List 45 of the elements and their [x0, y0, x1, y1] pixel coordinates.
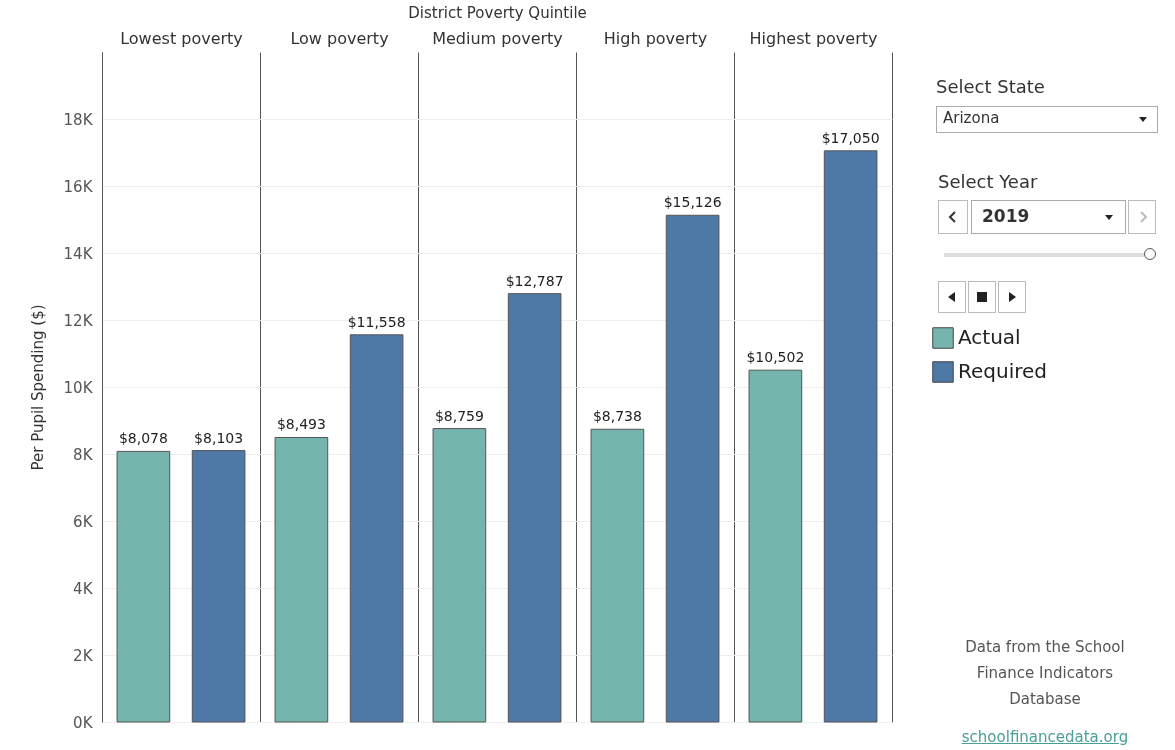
data-label: $12,787 [505, 272, 564, 289]
y-axis-title: Per Pupil Spending ($) [28, 304, 47, 471]
bar [590, 428, 645, 723]
x-axis-title: District Poverty Quintile [408, 3, 587, 22]
x-tick-label: Highest poverty [749, 28, 878, 48]
data-label: $8,738 [592, 408, 642, 425]
legend-label: Actual [958, 325, 1021, 349]
data-label: $11,558 [347, 313, 406, 330]
legend-label: Required [958, 359, 1048, 383]
bar [191, 450, 246, 723]
y-tick-label: 8K [73, 445, 94, 464]
bar [748, 369, 803, 723]
data-label: $15,126 [663, 194, 722, 211]
y-tick-label: 10K [63, 378, 94, 397]
bar [349, 334, 404, 723]
data-label: $10,502 [746, 349, 805, 366]
data-label: $17,050 [821, 129, 880, 146]
bar [823, 150, 878, 723]
data-label: $8,493 [276, 416, 326, 433]
data-label: $8,103 [194, 429, 244, 446]
y-tick-label: 12K [63, 311, 94, 330]
data-label: $8,078 [118, 430, 168, 447]
data-label: $8,759 [434, 407, 484, 424]
text: schoolfinancedata.org [960, 728, 1130, 746]
bar [274, 436, 329, 723]
year-dropdown: 2019 [971, 200, 1126, 234]
y-tick-label: 14K [63, 244, 94, 263]
y-tick-label: 4K [73, 579, 94, 598]
text: Select State [936, 76, 1045, 97]
y-tick-label: 0K [73, 713, 94, 732]
y-tick-label: 16K [63, 177, 94, 196]
state-dropdown: Arizona [936, 106, 1158, 133]
bar [507, 293, 562, 723]
text: Data from the School Finance Indicators Database [964, 637, 1126, 710]
x-tick-label: High poverty [603, 28, 708, 48]
text: Select Year [938, 171, 1038, 192]
x-tick-label: Medium poverty [432, 28, 563, 48]
y-tick-label: 6K [73, 512, 94, 531]
bar [116, 450, 171, 723]
x-tick-label: Low poverty [290, 28, 389, 48]
bar [432, 428, 487, 723]
bar [665, 214, 720, 723]
y-tick-label: 2K [73, 646, 94, 665]
x-tick-label: Lowest poverty [120, 28, 243, 48]
y-tick-label: 18K [63, 110, 94, 129]
